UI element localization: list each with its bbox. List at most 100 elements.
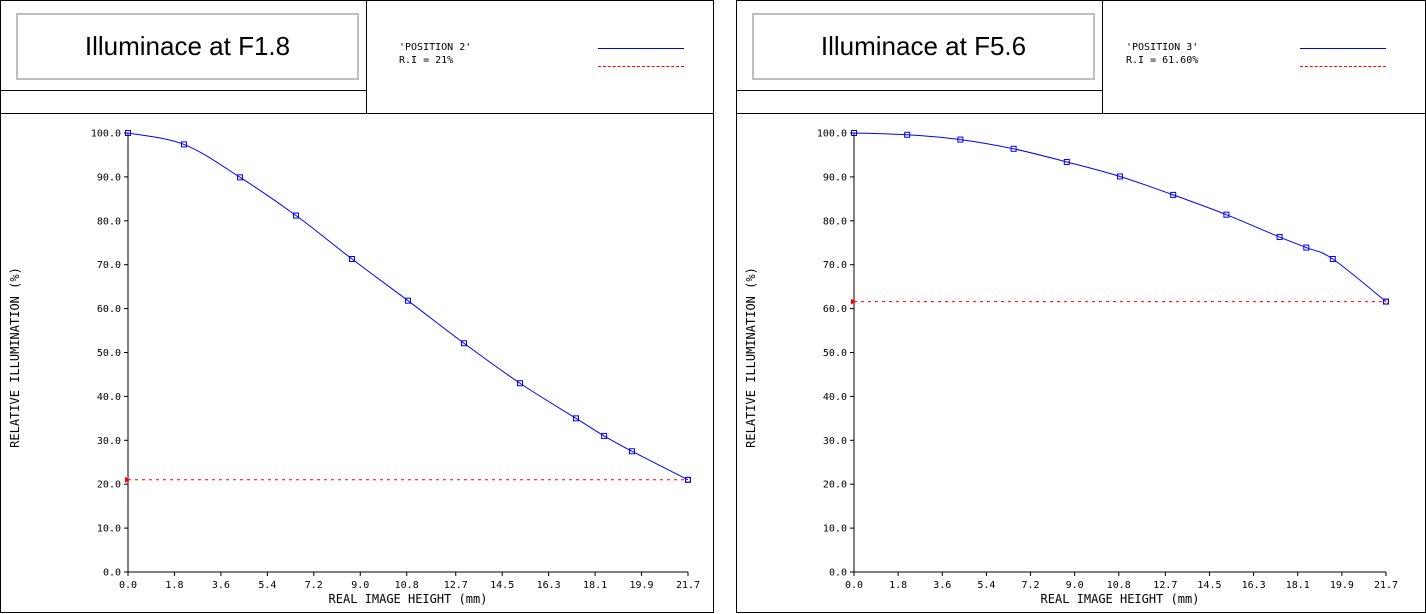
x-tick-label: 19.9	[1330, 580, 1354, 591]
x-tick-label: 10.8	[395, 580, 419, 591]
header-bottom-border	[737, 113, 1425, 114]
x-tick-label: 19.9	[630, 580, 654, 591]
y-tick-label: 60.0	[823, 304, 847, 315]
x-axis-label: REAL IMAGE HEIGHT (mm)	[1041, 592, 1200, 606]
data-point-marker	[1383, 298, 1389, 305]
y-tick-label: 10.0	[97, 524, 121, 535]
chart-title: Illuminace at F1.8	[16, 13, 359, 80]
legend-ri-label: R.I = 21%	[399, 55, 454, 66]
data-point-marker	[181, 141, 187, 148]
data-point-marker	[349, 255, 355, 262]
x-tick-label: 0.0	[119, 580, 137, 591]
y-tick-label: 80.0	[97, 216, 121, 227]
x-tick-label: 14.5	[1197, 580, 1221, 591]
y-tick-label: 30.0	[97, 436, 121, 447]
x-tick-label: 3.6	[933, 580, 951, 591]
y-tick-label: 60.0	[97, 304, 121, 315]
legend: 'POSITION 3' R.I = 61.60%	[1126, 41, 1198, 67]
header-title-cell: Illuminace at F1.8	[1, 1, 367, 113]
header-divider	[1, 90, 367, 91]
x-tick-label: 1.8	[165, 580, 183, 591]
series-line-position	[853, 132, 1387, 302]
data-point-marker	[517, 380, 523, 387]
x-tick-label: 5.4	[258, 580, 276, 591]
legend-series-label: 'POSITION 2'	[399, 42, 472, 53]
data-point-marker	[573, 415, 579, 422]
legend-solid-line-swatch	[598, 48, 684, 49]
y-axis-label: RELATIVE ILLUMINATION (%)	[744, 267, 758, 448]
y-tick-label: 10.0	[823, 524, 847, 535]
header-divider	[737, 90, 1103, 91]
y-tick-label: 90.0	[823, 172, 847, 183]
y-tick-label: 30.0	[823, 436, 847, 447]
data-point-marker	[1223, 211, 1230, 218]
data-point-marker	[957, 136, 964, 143]
data-point-marker	[1329, 255, 1336, 262]
data-point-marker	[125, 130, 131, 136]
data-point-marker	[1063, 158, 1070, 165]
data-point-marker	[904, 131, 911, 138]
x-tick-label: 18.1	[583, 580, 607, 591]
y-tick-label: 0.0	[103, 568, 121, 579]
y-tick-label: 20.0	[823, 480, 847, 491]
y-tick-label: 80.0	[823, 216, 847, 227]
x-tick-label: 10.8	[1107, 580, 1131, 591]
data-point-marker	[237, 174, 243, 181]
reference-start-marker	[851, 298, 856, 305]
x-tick-label: 9.0	[351, 580, 369, 591]
y-tick-label: 70.0	[97, 260, 121, 271]
data-point-marker	[629, 448, 635, 455]
legend-dashed-line-swatch	[598, 66, 684, 67]
data-point-marker	[601, 432, 608, 439]
x-tick-label: 12.7	[1153, 580, 1177, 591]
y-tick-label: 0.0	[829, 568, 847, 579]
x-tick-label: 16.3	[1242, 580, 1266, 591]
x-tick-label: 7.2	[1021, 580, 1039, 591]
x-tick-label: 21.7	[1374, 580, 1398, 591]
data-point-marker	[1276, 234, 1283, 241]
legend-series-label: 'POSITION 3'	[1126, 42, 1199, 53]
chart-panel-f56: Illuminace at F5.6 'POSITION 3' R.I = 61…	[736, 0, 1426, 613]
y-tick-label: 70.0	[823, 260, 847, 271]
data-point-marker	[1010, 145, 1017, 152]
reference-start-marker	[125, 476, 130, 483]
y-axis-label: RELATIVE ILLUMINATION (%)	[8, 267, 22, 448]
y-tick-label: 90.0	[97, 172, 121, 183]
legend-ri-label: R.I = 61.60%	[1126, 55, 1199, 66]
y-tick-label: 100.0	[91, 129, 121, 140]
chart-panel-f18: Illuminace at F1.8 'POSITION 2' R.I = 21…	[0, 0, 714, 613]
series-line-position	[127, 132, 689, 481]
x-tick-label: 1.8	[889, 580, 907, 591]
y-tick-label: 50.0	[97, 348, 121, 359]
x-tick-label: 14.5	[490, 580, 514, 591]
x-tick-label: 12.7	[444, 580, 468, 591]
data-point-marker	[405, 297, 411, 304]
chart-title: Illuminace at F5.6	[752, 13, 1095, 80]
x-tick-label: 21.7	[676, 580, 700, 591]
relative-illumination-chart: 0.0 10.0 20.0 30.0 40.0 50.0 60.0 70.0 80.0 90.0 1…	[8, 129, 700, 607]
data-point-marker	[1170, 191, 1177, 198]
header-title-cell: Illuminace at F5.6	[737, 1, 1103, 113]
data-point-marker	[461, 340, 467, 347]
header-bottom-border	[1, 113, 713, 114]
x-tick-label: 3.6	[212, 580, 230, 591]
data-point-marker	[1117, 173, 1123, 180]
x-tick-label: 5.4	[977, 580, 995, 591]
data-point-marker	[851, 130, 857, 136]
legend: 'POSITION 2' R.I = 21%	[399, 41, 471, 67]
data-point-marker	[293, 212, 299, 219]
x-tick-label: 0.0	[845, 580, 863, 591]
x-tick-label: 7.2	[305, 580, 323, 591]
y-tick-label: 20.0	[97, 480, 121, 491]
y-tick-label: 100.0	[817, 129, 847, 140]
x-axis-label: REAL IMAGE HEIGHT (mm)	[329, 592, 488, 606]
legend-dashed-line-swatch	[1300, 66, 1386, 67]
x-tick-label: 18.1	[1286, 580, 1310, 591]
x-tick-label: 9.0	[1066, 580, 1084, 591]
data-point-marker	[1303, 244, 1310, 251]
x-tick-label: 16.3	[537, 580, 561, 591]
y-tick-label: 40.0	[823, 392, 847, 403]
relative-illumination-chart: 0.0 10.0 20.0 30.0 40.0 50.0 60.0 70.0 80.0 90.0 1…	[744, 129, 1398, 607]
legend-solid-line-swatch	[1300, 48, 1386, 49]
y-tick-label: 40.0	[97, 392, 121, 403]
